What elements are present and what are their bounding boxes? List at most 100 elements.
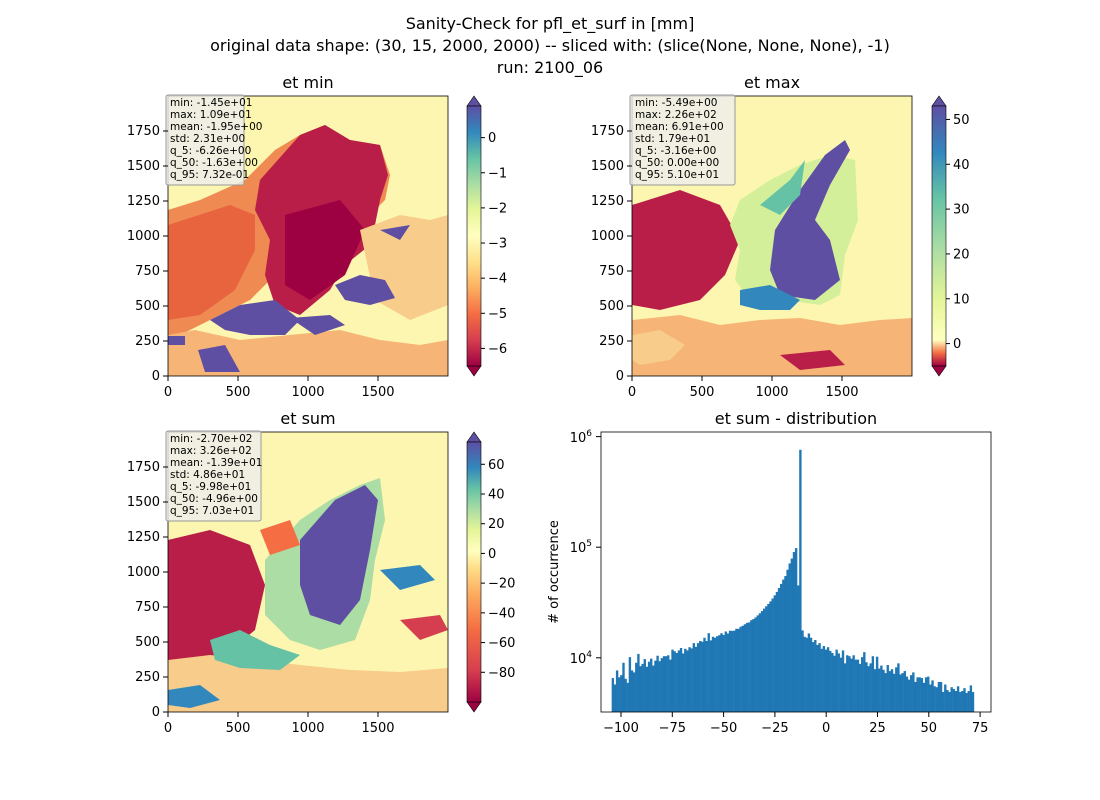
y-tick-label: 1250 (127, 530, 160, 545)
histogram-bar (731, 630, 734, 712)
histogram-bar (784, 576, 787, 712)
histogram-bar (643, 659, 646, 712)
stats-line: max: 2.26e+02 (635, 109, 717, 121)
histogram-bar (771, 598, 774, 712)
histogram-bar (630, 670, 634, 712)
histogram-bar (854, 659, 857, 712)
colorbar-tick-label: 60 (488, 458, 505, 473)
stats-line: q_95: 7.32e-01 (170, 169, 249, 181)
histogram-bar (745, 622, 749, 712)
histogram-bar (931, 680, 934, 712)
stats-box: min: -5.49e+00 max: 2.26e+02 mean: 6.91e… (629, 94, 736, 186)
histogram-bar (615, 670, 619, 712)
colorbar-tick-label: 40 (488, 488, 505, 503)
stats-line: std: 1.79e+01 (635, 133, 710, 145)
histogram-bar (769, 601, 772, 712)
histogram-bar (805, 637, 808, 712)
figure-title: Sanity-Check for pfl_et_surf in [mm] ori… (210, 14, 890, 78)
stats-line: q_95: 7.03e+01 (170, 505, 254, 517)
y-tick-label: 1000 (127, 229, 160, 244)
colorbar-tick-label: −4 (488, 272, 507, 287)
y-tick-label: 106 (570, 429, 593, 446)
panel-title: et sum - distribution (715, 409, 877, 428)
histogram-bar (688, 647, 691, 712)
histogram-bar (794, 548, 798, 712)
histogram-bar (892, 673, 896, 712)
histogram-bar (786, 569, 789, 712)
histogram-bar (837, 653, 840, 712)
histogram-bar (865, 662, 868, 712)
histogram-bar (916, 677, 919, 712)
stats-line: q_5: -3.16e+00 (635, 145, 716, 157)
histogram-bar (681, 653, 685, 712)
y-tick-label: 1500 (591, 159, 624, 174)
histogram-bar (782, 579, 785, 712)
figure-title-line-1: Sanity-Check for pfl_et_surf in [mm] (406, 14, 695, 34)
colorbar-tick-label: 30 (953, 203, 970, 218)
histogram-bar (701, 641, 704, 712)
histogram-bar (824, 649, 828, 712)
histogram-bar (645, 666, 649, 712)
histogram-bar (686, 650, 689, 712)
histogram-bar (965, 693, 968, 712)
histogram-bar (935, 687, 938, 712)
histogram-bar (803, 636, 806, 712)
histogram-bar (692, 643, 696, 712)
y-tick-label: 0 (152, 705, 160, 720)
histogram-bar (920, 678, 924, 712)
histogram-bar (910, 675, 913, 712)
histogram-bar (961, 691, 964, 712)
histogram-bar (754, 617, 757, 712)
histogram-bar (826, 647, 830, 712)
y-axis: 0 250 500 750 1000 1250 1500 1750 (127, 460, 168, 720)
histogram-bar (873, 669, 877, 712)
panel-title: et sum (280, 409, 335, 428)
histogram-bar (632, 672, 636, 712)
histogram-bar (971, 692, 975, 712)
axes-frame (600, 431, 992, 713)
histogram-bar (654, 660, 657, 712)
histogram-bar (809, 637, 813, 712)
y-tick-label: 104 (570, 650, 593, 667)
y-tick-label: 1250 (591, 194, 624, 209)
x-tick-label: 25 (869, 721, 886, 736)
stats-line: q_5: -9.98e+01 (170, 481, 251, 493)
histogram-bar (880, 665, 883, 712)
histogram-bar (620, 675, 623, 712)
histogram-bars (611, 449, 975, 712)
histogram-bar (814, 640, 817, 712)
colorbar: 50 40 30 20 10 0 (931, 95, 970, 377)
colorbar-gradient (466, 105, 482, 367)
colorbar: 0 −1 −2 −3 −4 −5 −6 (466, 95, 507, 377)
histogram-bar (637, 653, 640, 712)
y-tick-label: 750 (135, 600, 160, 615)
histogram-bar (705, 641, 708, 712)
histogram-bar (871, 656, 875, 712)
histogram-bar (801, 630, 804, 712)
histogram-bar (765, 606, 768, 712)
histogram-bar (811, 642, 815, 712)
x-tick-label: 50 (921, 721, 938, 736)
histogram-bar (890, 669, 894, 712)
histogram-bar (843, 663, 847, 712)
heatmap-image (632, 96, 912, 376)
stats-line: q_50: -1.63e+00 (170, 157, 258, 169)
histogram-bar (963, 688, 966, 712)
histogram-bar (848, 656, 851, 712)
x-tick-label: 1500 (361, 385, 394, 400)
colorbar-extend-max (466, 431, 482, 443)
histogram-bar (929, 684, 932, 712)
colorbar-extend-max (931, 95, 947, 107)
y-tick-label: 250 (135, 670, 160, 685)
histogram-bar (852, 655, 855, 712)
histogram-bar (773, 595, 776, 712)
histogram-bar (760, 611, 764, 712)
histogram-bar (799, 449, 802, 712)
histogram-bar (675, 653, 678, 712)
y-tick-label: 105 (570, 539, 592, 556)
histogram-bar (618, 677, 621, 712)
histogram-bar (835, 649, 838, 712)
heatmap-image (168, 432, 448, 712)
histogram-bar (878, 668, 881, 712)
